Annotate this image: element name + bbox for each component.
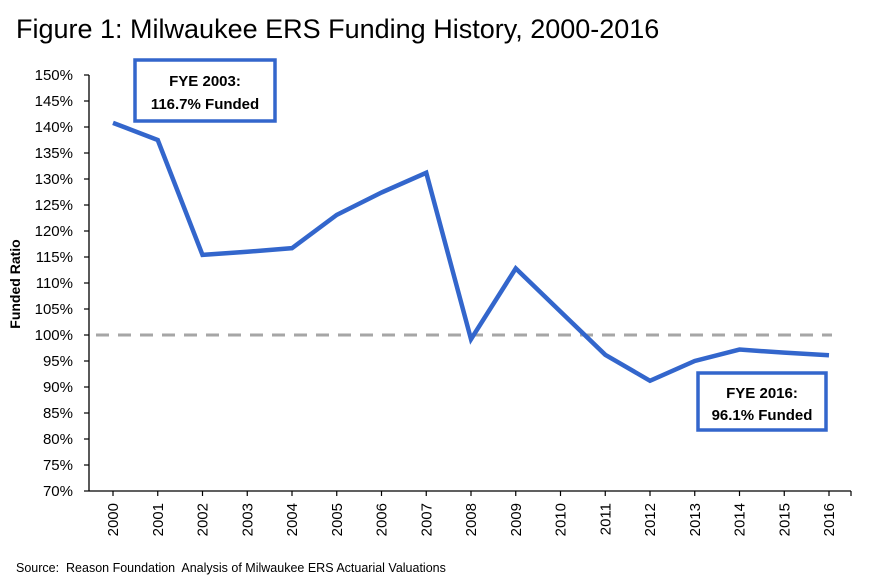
series-line [112, 120, 830, 384]
source-note: Source: Reason Foundation Analysis of Mi… [16, 561, 446, 575]
annotation-box [696, 371, 828, 432]
y-tick-label: 120% [35, 223, 73, 240]
x-tick-label: 2004 [284, 503, 301, 536]
annotation-line2: 116.7% Funded [151, 96, 259, 113]
x-tick-label: 2015 [776, 503, 793, 536]
y-tick-label: 85% [43, 405, 73, 422]
annotation-box [133, 58, 277, 123]
y-tick-label: 105% [35, 301, 73, 318]
x-tick-label: 2011 [597, 503, 614, 535]
x-tick-label: 2006 [374, 503, 391, 536]
y-tick-label: 130% [35, 171, 73, 188]
x-tick-label: 2000 [105, 503, 122, 536]
x-tick-label: 2002 [195, 503, 212, 536]
x-tick-label: 2013 [687, 503, 704, 536]
y-tick-label: 100% [35, 327, 73, 344]
chart-title: Figure 1: Milwaukee ERS Funding History,… [16, 14, 659, 44]
annotation-fye-2016: FYE 2016: 96.1% Funded [696, 371, 828, 432]
annotation-fye-2003: FYE 2003: 116.7% Funded [133, 58, 277, 123]
series-group [112, 120, 830, 384]
x-tick-label: 2001 [150, 503, 167, 536]
y-tick-label: 90% [43, 379, 73, 396]
x-tick-label: 2012 [642, 503, 659, 536]
x-tick-label: 2007 [418, 503, 435, 536]
y-axis: 70% 75% 80% 85% 90% 95% 100% 105% 110% 115% 120% 12… [35, 67, 89, 500]
y-tick-label: 145% [35, 93, 73, 110]
y-tick-label: 70% [43, 483, 73, 500]
x-tick-label: 2003 [239, 503, 256, 536]
x-axis: 2000 2001 2002 2003 2004 2005 2006 2007 2008 2009… [105, 491, 852, 536]
y-tick-label: 80% [43, 431, 73, 448]
x-tick-label: 2008 [463, 503, 480, 536]
y-tick-label: 150% [35, 67, 73, 84]
y-tick-label: 95% [43, 353, 73, 370]
y-tick-label: 75% [43, 457, 73, 474]
annotation-line1: FYE 2016: [726, 385, 798, 402]
y-tick-label: 135% [35, 145, 73, 162]
x-tick-label: 2016 [821, 503, 838, 536]
y-tick-label: 115% [36, 249, 73, 266]
x-tick-label: 2009 [508, 503, 525, 536]
x-tick-label: 2010 [553, 503, 570, 536]
y-tick-label: 110% [36, 275, 73, 292]
x-tick-label: 2005 [329, 503, 346, 536]
y-tick-label: 140% [35, 119, 73, 136]
annotation-line2: 96.1% Funded [712, 407, 813, 424]
y-tick-label: 125% [35, 197, 73, 214]
annotation-line1: FYE 2003: [169, 73, 241, 90]
y-axis-label: Funded Ratio [7, 239, 23, 328]
x-tick-label: 2014 [732, 503, 749, 536]
